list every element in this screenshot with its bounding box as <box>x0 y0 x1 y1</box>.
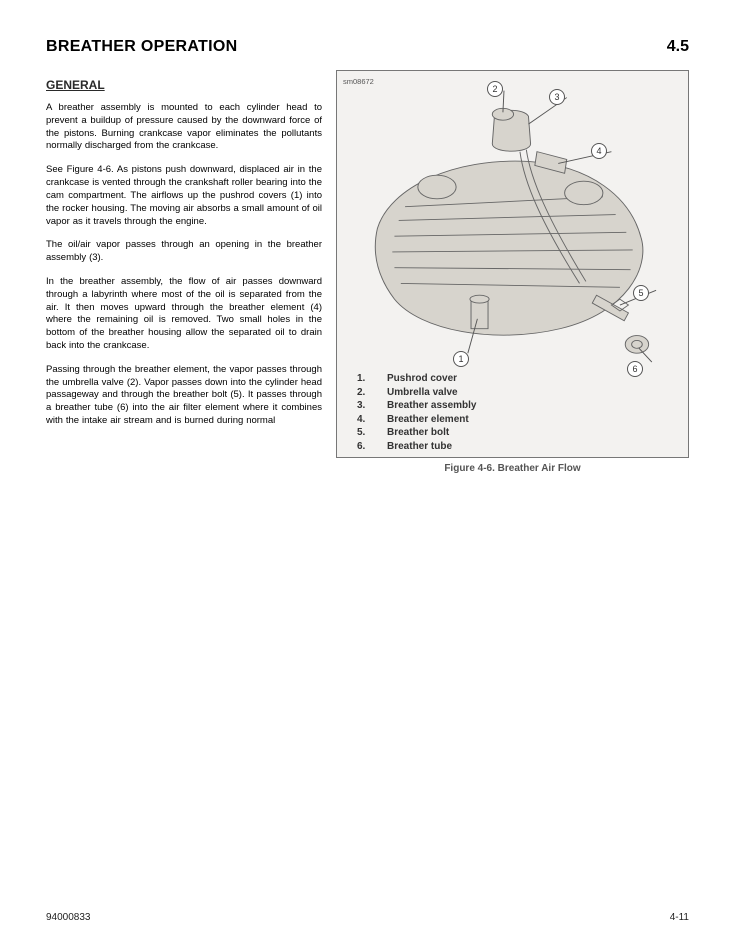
callout-2: 2 <box>487 81 503 97</box>
paragraph: Passing through the breather element, th… <box>46 364 322 428</box>
callout-4: 4 <box>591 143 607 159</box>
figure-legend: 1. Pushrod cover 2. Umbrella valve 3. Br… <box>337 366 688 461</box>
legend-num: 1. <box>357 372 371 386</box>
legend-label: Breather bolt <box>387 426 449 440</box>
callout-1: 1 <box>453 351 469 367</box>
callout-5: 5 <box>633 285 649 301</box>
breather-sketch <box>337 71 688 366</box>
callout-3: 3 <box>549 89 565 105</box>
callout-6: 6 <box>627 361 643 377</box>
legend-num: 5. <box>357 426 371 440</box>
legend-label: Umbrella valve <box>387 386 458 400</box>
legend-item: 1. Pushrod cover <box>357 372 674 386</box>
legend-item: 4. Breather element <box>357 413 674 427</box>
text-column: GENERAL A breather assembly is mounted t… <box>46 70 322 474</box>
content-row: GENERAL A breather assembly is mounted t… <box>46 70 689 474</box>
figure-image-area: sm08672 <box>337 71 688 366</box>
figure-caption: Figure 4-6. Breather Air Flow <box>336 463 689 474</box>
legend-num: 6. <box>357 440 371 454</box>
legend-item: 6. Breather tube <box>357 440 674 454</box>
subheading-general: GENERAL <box>46 78 322 92</box>
legend-num: 3. <box>357 399 371 413</box>
paragraph: A breather assembly is mounted to each c… <box>46 102 322 153</box>
legend-item: 5. Breather bolt <box>357 426 674 440</box>
page: BREATHER OPERATION 4.5 GENERAL A breathe… <box>0 0 735 951</box>
legend-label: Breather element <box>387 413 469 427</box>
legend-item: 2. Umbrella valve <box>357 386 674 400</box>
legend-num: 2. <box>357 386 371 400</box>
page-title: BREATHER OPERATION <box>46 38 237 56</box>
legend-item: 3. Breather assembly <box>357 399 674 413</box>
paragraph: See Figure 4-6. As pistons push downward… <box>46 164 322 228</box>
footer-doc-number: 94000833 <box>46 912 91 923</box>
header-row: BREATHER OPERATION 4.5 <box>46 38 689 56</box>
figure-box: sm08672 <box>336 70 689 458</box>
legend-label: Breather tube <box>387 440 452 454</box>
section-number: 4.5 <box>667 38 689 56</box>
footer-page-number: 4-11 <box>670 912 689 923</box>
legend-label: Breather assembly <box>387 399 477 413</box>
legend-label: Pushrod cover <box>387 372 457 386</box>
legend-num: 4. <box>357 413 371 427</box>
figure-column: sm08672 <box>336 70 689 474</box>
paragraph: The oil/air vapor passes through an open… <box>46 239 322 265</box>
paragraph: In the breather assembly, the flow of ai… <box>46 276 322 353</box>
page-footer: 94000833 4-11 <box>46 912 689 923</box>
